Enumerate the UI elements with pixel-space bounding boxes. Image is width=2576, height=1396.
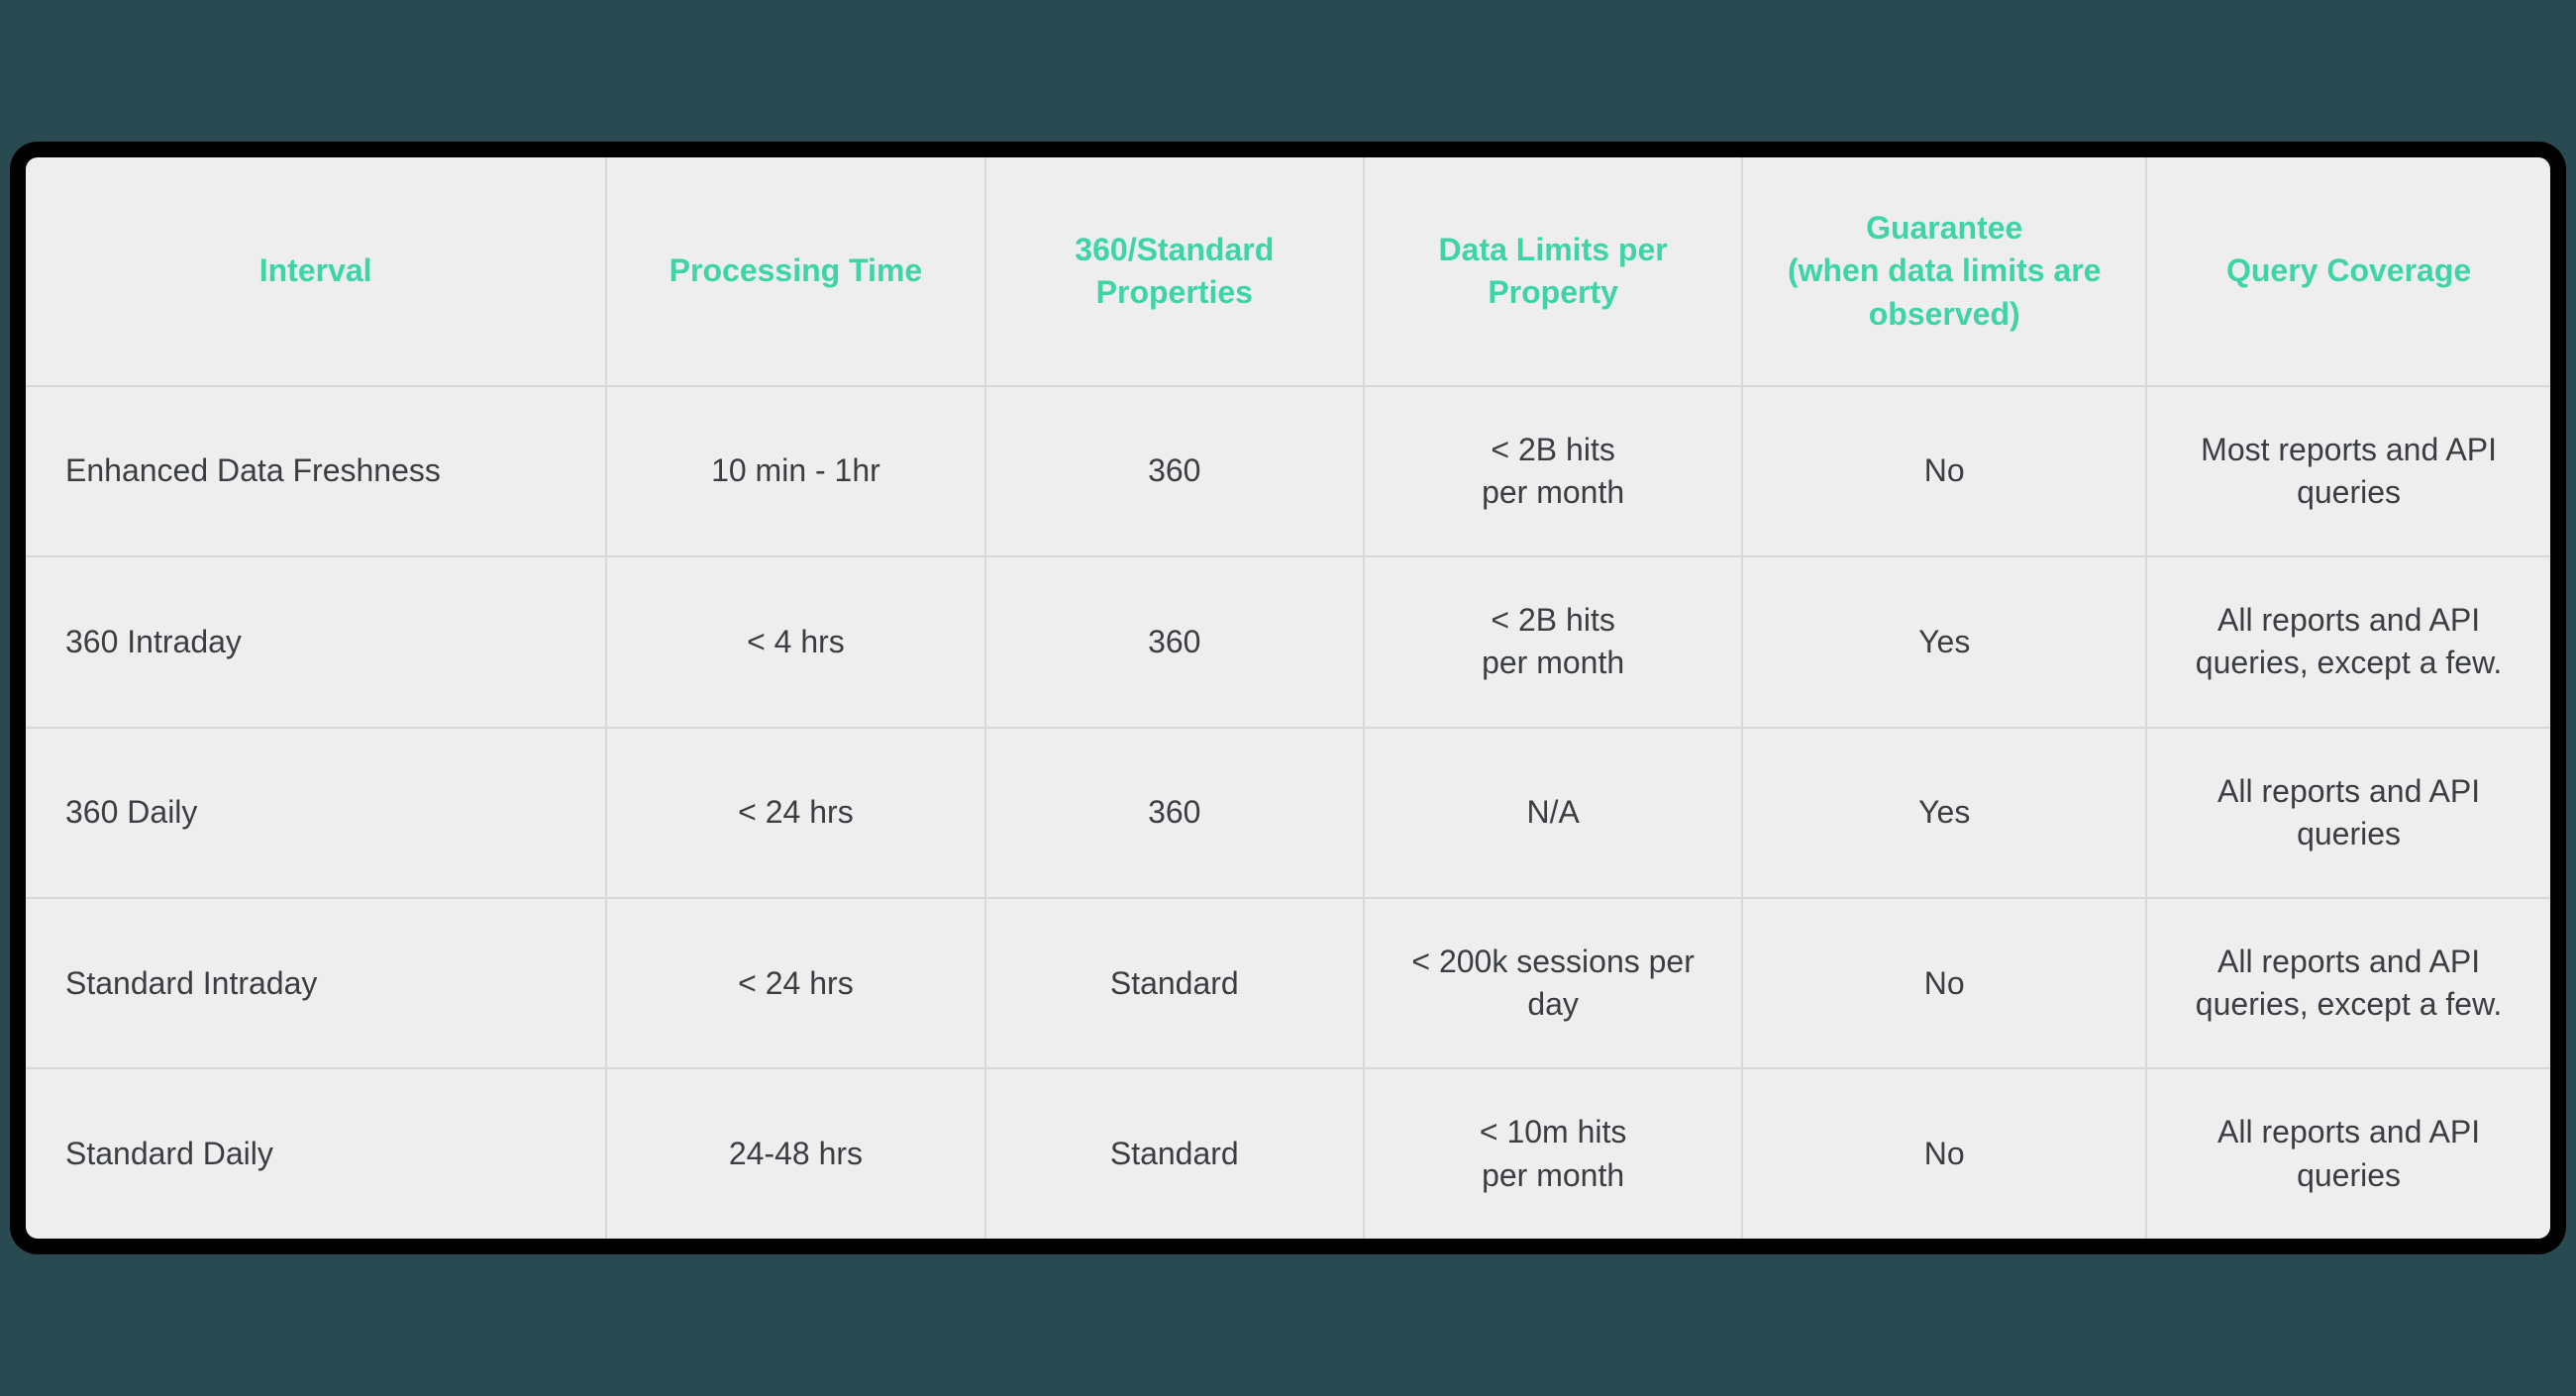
cell-guarantee: Yes bbox=[1742, 556, 2146, 727]
cell-data-limits: < 10m hitsper month bbox=[1364, 1068, 1742, 1238]
cell-data-limits: < 2B hitsper month bbox=[1364, 556, 1742, 727]
cell-processing-time: < 24 hrs bbox=[606, 728, 984, 898]
cell-interval: 360 Daily bbox=[26, 728, 606, 898]
cell-guarantee: Yes bbox=[1742, 728, 2146, 898]
column-header-properties: 360/Standard Properties bbox=[985, 157, 1364, 386]
cell-guarantee: No bbox=[1742, 1068, 2146, 1238]
cell-interval: Standard Daily bbox=[26, 1068, 606, 1238]
table-body: Enhanced Data Freshness 10 min - 1hr 360… bbox=[26, 386, 2550, 1239]
cell-properties: Standard bbox=[985, 1068, 1364, 1238]
cell-properties: 360 bbox=[985, 728, 1364, 898]
cell-data-limits: N/A bbox=[1364, 728, 1742, 898]
table-header: Interval Processing Time 360/Standard Pr… bbox=[26, 157, 2550, 386]
cell-guarantee: No bbox=[1742, 386, 2146, 556]
cell-query-coverage: All reports and API queries, except a fe… bbox=[2146, 898, 2550, 1068]
cell-interval: 360 Intraday bbox=[26, 556, 606, 727]
cell-processing-time: 24-48 hrs bbox=[606, 1068, 984, 1238]
column-header-interval: Interval bbox=[26, 157, 606, 386]
cell-processing-time: < 4 hrs bbox=[606, 556, 984, 727]
cell-query-coverage: All reports and API queries bbox=[2146, 728, 2550, 898]
cell-query-coverage: All reports and API queries bbox=[2146, 1068, 2550, 1238]
data-freshness-table: Interval Processing Time 360/Standard Pr… bbox=[26, 157, 2550, 1238]
table-header-row: Interval Processing Time 360/Standard Pr… bbox=[26, 157, 2550, 386]
column-header-data-limits: Data Limits per Property bbox=[1364, 157, 1742, 386]
column-header-guarantee: Guarantee(when data limits are observed) bbox=[1742, 157, 2146, 386]
cell-query-coverage: All reports and API queries, except a fe… bbox=[2146, 556, 2550, 727]
table-row: Enhanced Data Freshness 10 min - 1hr 360… bbox=[26, 386, 2550, 556]
table-container: Interval Processing Time 360/Standard Pr… bbox=[26, 157, 2550, 1238]
table-row: Standard Daily 24-48 hrs Standard < 10m … bbox=[26, 1068, 2550, 1238]
table-row: 360 Daily < 24 hrs 360 N/A Yes All repor… bbox=[26, 728, 2550, 898]
cell-interval: Enhanced Data Freshness bbox=[26, 386, 606, 556]
cell-processing-time: 10 min - 1hr bbox=[606, 386, 984, 556]
cell-data-limits: < 200k sessions per day bbox=[1364, 898, 1742, 1068]
cell-properties: 360 bbox=[985, 556, 1364, 727]
table-row: 360 Intraday < 4 hrs 360 < 2B hitsper mo… bbox=[26, 556, 2550, 727]
cell-guarantee: No bbox=[1742, 898, 2146, 1068]
cell-properties: Standard bbox=[985, 898, 1364, 1068]
cell-processing-time: < 24 hrs bbox=[606, 898, 984, 1068]
column-header-processing-time: Processing Time bbox=[606, 157, 984, 386]
cell-interval: Standard Intraday bbox=[26, 898, 606, 1068]
table-row: Standard Intraday < 24 hrs Standard < 20… bbox=[26, 898, 2550, 1068]
cell-properties: 360 bbox=[985, 386, 1364, 556]
cell-query-coverage: Most reports and API queries bbox=[2146, 386, 2550, 556]
table-frame: Interval Processing Time 360/Standard Pr… bbox=[10, 142, 2566, 1253]
column-header-query-coverage: Query Coverage bbox=[2146, 157, 2550, 386]
cell-data-limits: < 2B hitsper month bbox=[1364, 386, 1742, 556]
